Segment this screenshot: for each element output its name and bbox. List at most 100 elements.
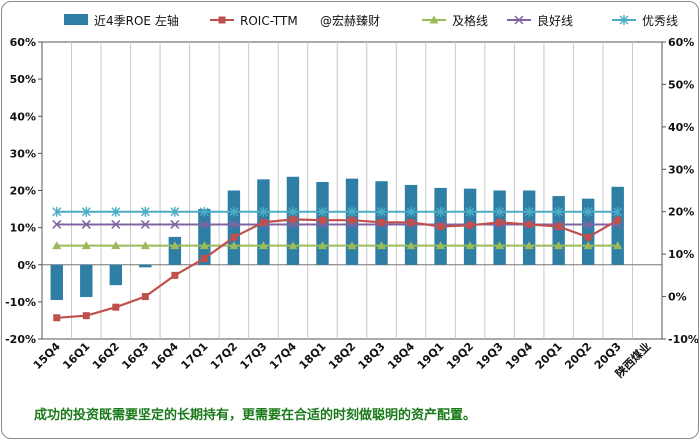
x-tick-label: 17Q3 <box>238 340 270 372</box>
right-tick-label: 20% <box>668 206 694 219</box>
legend-label: @宏赫臻财 <box>320 13 380 28</box>
legend-label: 良好线 <box>537 13 573 28</box>
threshold-marker <box>465 206 475 217</box>
roic-point <box>466 221 474 229</box>
x-tick-label: 17Q4 <box>267 340 299 372</box>
left-tick-label: 20% <box>10 185 36 198</box>
x-tick-label: 18Q4 <box>385 340 417 372</box>
roic-point <box>496 218 504 226</box>
x-tick-label: 20Q2 <box>562 340 594 372</box>
threshold-marker <box>229 219 239 229</box>
right-tick-label: 40% <box>668 121 694 134</box>
roe-bar <box>80 264 93 298</box>
threshold-marker <box>140 219 150 229</box>
legend: 近4季ROE 左轴 ROIC-TTM @宏赫臻财 及格线 良好线 优秀线 <box>64 13 678 28</box>
threshold-marker <box>613 206 623 217</box>
legend-marker <box>619 15 629 25</box>
caption: 成功的投资既需要坚定的长期持有，更需要在合适的时刻做聪明的资产配置。 <box>34 408 477 423</box>
threshold-marker <box>554 241 564 250</box>
threshold-marker <box>288 206 298 217</box>
x-tick-label: 19Q3 <box>474 340 506 372</box>
x-tick-label: 19Q1 <box>415 340 447 372</box>
legend-marker <box>218 16 226 24</box>
legend-marker <box>429 15 439 24</box>
roic-point <box>82 312 90 320</box>
legend-label: 近4季ROE 左轴 <box>94 13 179 28</box>
left-tick-label: -10% <box>5 296 36 309</box>
legend-label: 优秀线 <box>642 14 678 28</box>
roic-point <box>200 254 208 262</box>
threshold-marker <box>258 241 268 250</box>
threshold-marker <box>317 206 327 217</box>
roe-bar <box>198 209 211 265</box>
threshold-marker <box>199 241 209 250</box>
legend-marker <box>514 15 524 25</box>
threshold-marker <box>524 241 534 250</box>
threshold-marker <box>317 241 327 250</box>
roe-bar <box>139 264 152 268</box>
threshold-marker <box>111 219 121 229</box>
legend-label: ROIC-TTM <box>240 14 298 28</box>
threshold-marker <box>406 206 416 217</box>
threshold-marker <box>583 206 593 217</box>
line-series <box>52 206 623 322</box>
threshold-marker <box>347 241 357 250</box>
threshold-marker <box>111 206 121 217</box>
threshold-marker <box>288 241 298 250</box>
roic-point <box>584 233 592 241</box>
threshold-marker <box>140 206 150 217</box>
threshold-marker <box>347 206 357 217</box>
threshold-marker <box>52 219 62 229</box>
roic-point <box>230 233 238 241</box>
threshold-marker <box>170 241 180 250</box>
right-tick-label: 30% <box>668 163 694 176</box>
threshold-marker <box>524 206 534 217</box>
left-tick-label: 30% <box>10 147 36 160</box>
threshold-marker <box>229 241 239 250</box>
threshold-marker <box>465 241 475 250</box>
right-tick-label: 50% <box>668 78 694 91</box>
threshold-marker <box>52 206 62 217</box>
threshold-marker <box>495 241 505 250</box>
roic-point <box>112 303 120 311</box>
x-tick-label: 16Q1 <box>60 340 92 372</box>
threshold-marker <box>583 219 593 229</box>
roic-point <box>378 218 386 226</box>
roic-point <box>289 215 297 223</box>
threshold-marker <box>436 241 446 250</box>
roe-bar <box>168 236 182 265</box>
roic-point <box>53 314 61 322</box>
right-tick-label: 60% <box>668 36 694 49</box>
roic-point <box>407 218 415 226</box>
roic-point <box>171 271 179 279</box>
x-tick-label: 18Q3 <box>356 340 388 372</box>
roe-bar <box>552 196 565 265</box>
roic-point <box>318 216 326 224</box>
roe-bar <box>611 186 624 265</box>
roic-line <box>56 218 619 319</box>
legend-swatch-bar <box>64 14 88 25</box>
x-tick-label: 20Q1 <box>533 340 565 372</box>
x-tick-label: 17Q1 <box>178 340 210 372</box>
threshold-marker <box>583 241 593 250</box>
threshold-marker <box>81 219 91 229</box>
threshold-marker <box>140 241 150 250</box>
legend-label: 及格线 <box>452 13 488 28</box>
x-tick-label: 16Q4 <box>149 340 181 372</box>
threshold-marker <box>170 206 180 217</box>
right-tick-label: 0% <box>668 291 687 304</box>
left-tick-label: -20% <box>5 333 36 346</box>
roic-point <box>437 223 445 231</box>
right-tick-label: 10% <box>668 248 694 261</box>
roe-bar <box>50 264 63 301</box>
x-tick-label: 19Q2 <box>444 340 476 372</box>
right-tick-label: -10% <box>668 333 698 346</box>
roic-point <box>614 216 622 224</box>
x-tick-label: 18Q2 <box>326 340 358 372</box>
roic-point <box>141 293 149 301</box>
threshold-marker <box>554 206 564 217</box>
threshold-marker <box>81 206 91 217</box>
roic-point <box>348 216 356 224</box>
threshold-marker <box>111 241 121 250</box>
